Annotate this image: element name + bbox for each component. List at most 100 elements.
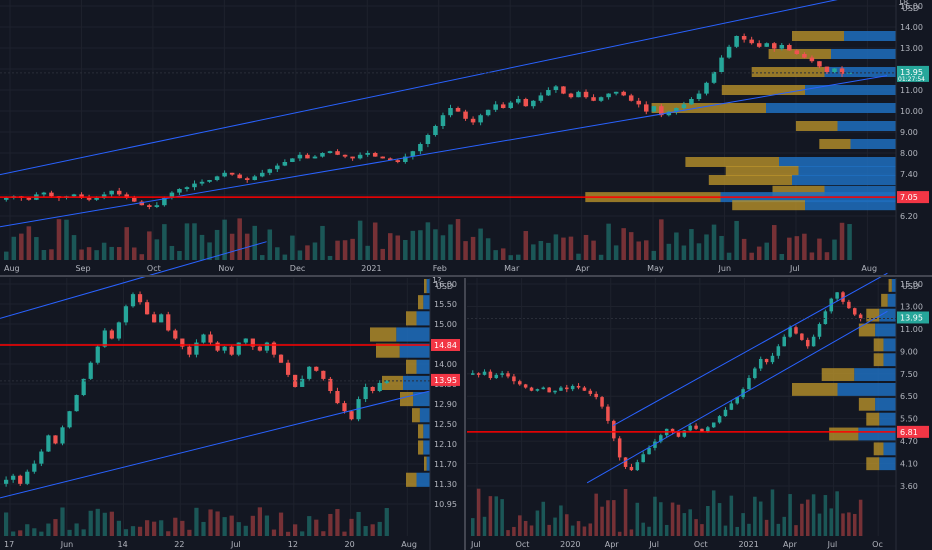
volume-bar bbox=[159, 520, 164, 536]
price-tick-label: 15.50 bbox=[434, 300, 457, 309]
candle-body bbox=[275, 165, 280, 170]
axis-top-label: 1? bbox=[432, 276, 441, 285]
candle-body bbox=[214, 176, 220, 180]
volume-bar bbox=[723, 525, 728, 536]
candle-body bbox=[719, 57, 724, 72]
time-tick-label: Apr bbox=[783, 540, 798, 549]
candle-body bbox=[132, 198, 137, 202]
candle-body bbox=[676, 432, 681, 437]
candle-body bbox=[222, 172, 227, 177]
volume-bar bbox=[137, 526, 143, 536]
volume-bar bbox=[4, 512, 9, 536]
candle-body bbox=[357, 154, 363, 159]
candle-body bbox=[252, 176, 257, 180]
candle-body bbox=[32, 463, 37, 472]
volume-bar bbox=[772, 225, 777, 260]
price-tick-label: 4.70 bbox=[900, 437, 918, 446]
candle-body bbox=[109, 190, 114, 195]
volume-bar bbox=[199, 234, 205, 260]
volume-profile-down-bar bbox=[873, 353, 884, 367]
candle-body bbox=[300, 378, 305, 387]
volume-bar bbox=[177, 250, 182, 260]
volume-bar bbox=[39, 531, 44, 536]
candle-body bbox=[794, 327, 798, 334]
volume-profile-up-bar bbox=[416, 472, 430, 487]
volume-bar bbox=[682, 513, 687, 536]
bottom-left-chart-pane[interactable]: 16.0015.5015.0014.5014.0013.5012.9012.50… bbox=[0, 241, 460, 550]
price-tick-label: 16.00 bbox=[434, 280, 457, 289]
top-chart-pane[interactable]: 16.0014.0013.0012.0011.0010.009.008.007.… bbox=[0, 0, 929, 274]
volume-bar bbox=[756, 246, 762, 260]
volume-profile-up-bar bbox=[423, 424, 430, 439]
trend-channel-line bbox=[0, 75, 888, 228]
volume-profile-down-bar bbox=[751, 67, 825, 77]
volume-bar bbox=[124, 227, 129, 260]
volume-bar bbox=[278, 512, 284, 536]
volume-profile-up-bar bbox=[883, 353, 896, 367]
volume-bar bbox=[800, 503, 804, 536]
volume-bar bbox=[321, 531, 326, 536]
currency-label: USD bbox=[436, 282, 453, 291]
candle-body bbox=[598, 97, 604, 101]
candle-body bbox=[670, 428, 675, 433]
volume-bar bbox=[508, 255, 513, 260]
candle-body bbox=[711, 422, 716, 428]
candle-body bbox=[463, 111, 468, 119]
candle-body bbox=[485, 109, 491, 116]
time-tick-label: Jul bbox=[827, 540, 838, 549]
volume-bar bbox=[86, 247, 92, 260]
volume-bar bbox=[130, 526, 136, 536]
candle-body bbox=[644, 104, 649, 112]
volume-bar bbox=[433, 229, 438, 260]
candle-body bbox=[184, 187, 190, 189]
volume-profile-up-bar bbox=[766, 103, 896, 113]
volume-bar bbox=[94, 250, 99, 260]
candle-body bbox=[88, 362, 93, 379]
candle-body bbox=[440, 115, 446, 126]
candle-body bbox=[779, 45, 785, 49]
volume-bar bbox=[613, 245, 619, 260]
candle-body bbox=[425, 135, 431, 144]
volume-bar bbox=[659, 219, 664, 260]
trend-channel-line bbox=[0, 0, 838, 176]
candle-body bbox=[516, 99, 521, 103]
volume-bar bbox=[832, 239, 837, 260]
candle-body bbox=[335, 391, 340, 404]
volume-profile-up-bar bbox=[792, 175, 896, 185]
candle-body bbox=[621, 91, 626, 96]
volume-bar bbox=[257, 507, 262, 536]
candle-body bbox=[109, 330, 114, 339]
candle-body bbox=[71, 194, 77, 197]
candle-body bbox=[312, 156, 318, 159]
candle-body bbox=[166, 314, 171, 331]
volume-profile-down-bar bbox=[732, 200, 805, 211]
volume-bar bbox=[847, 224, 852, 260]
volume-bar bbox=[132, 247, 137, 260]
volume-bar bbox=[516, 254, 521, 260]
bottom-right-chart-pane[interactable]: 15.00 13.00 11.00 9.00 7.50 6.50 5.50 4.70 4.10 3… bbox=[467, 272, 929, 550]
volume-bar bbox=[591, 240, 596, 260]
volume-bar bbox=[664, 524, 669, 536]
volume-bar bbox=[787, 237, 792, 260]
volume-bar bbox=[64, 219, 69, 260]
candle-body bbox=[500, 373, 504, 375]
time-tick-label: 20 bbox=[345, 540, 355, 549]
volume-bar bbox=[116, 247, 122, 260]
candle-body bbox=[25, 471, 30, 484]
candle-body bbox=[101, 194, 107, 198]
candle-body bbox=[350, 156, 355, 159]
candle-body bbox=[776, 346, 781, 356]
volume-bar bbox=[147, 231, 152, 260]
candle-body bbox=[342, 154, 348, 157]
candle-body bbox=[704, 82, 709, 94]
volume-bar bbox=[741, 513, 745, 536]
volume-bar bbox=[839, 222, 845, 260]
volume-profile-up-bar bbox=[805, 85, 896, 95]
volume-profile-down-bar bbox=[412, 408, 420, 423]
candle-body bbox=[588, 390, 593, 394]
volume-bar bbox=[342, 531, 347, 536]
volume-bar bbox=[478, 228, 483, 260]
volume-profile-up-bar bbox=[416, 359, 430, 374]
candle-body bbox=[651, 106, 657, 112]
